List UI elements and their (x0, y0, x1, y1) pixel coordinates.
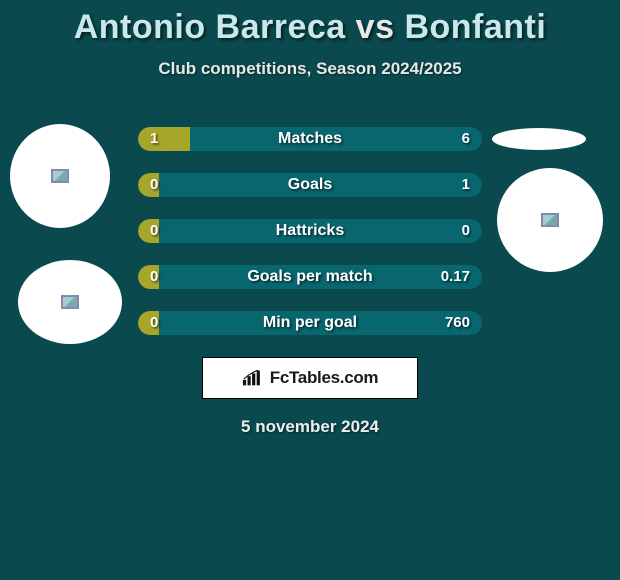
bar-left (138, 127, 190, 151)
bar-left (138, 173, 159, 197)
player1-name: Antonio Barreca (74, 8, 346, 46)
bar-right (159, 265, 482, 289)
player2-avatar (497, 168, 603, 272)
bar-right (159, 173, 482, 197)
stat-row: Min per goal0760 (138, 311, 482, 335)
bar-right (159, 311, 482, 335)
bar-left (138, 311, 159, 335)
stat-row: Hattricks00 (138, 219, 482, 243)
fctables-attribution: FcTables.com (202, 357, 418, 399)
stat-bars: Matches16 Goals01 Hattricks00 Goals per mat… (138, 127, 482, 335)
bar-left (138, 219, 159, 243)
bar-right (190, 127, 482, 151)
image-placeholder-icon (61, 295, 79, 309)
bar-left (138, 265, 159, 289)
image-placeholder-icon (541, 213, 559, 227)
subtitle: Club competitions, Season 2024/2025 (0, 59, 620, 79)
vs-separator: vs (356, 8, 395, 46)
player2-club-badge (492, 128, 586, 150)
page-title: Antonio Barreca vs Bonfanti (0, 8, 620, 47)
player1-avatar (10, 124, 110, 228)
date-label: 5 november 2024 (0, 417, 620, 437)
stat-row: Goals01 (138, 173, 482, 197)
player2-name: Bonfanti (404, 8, 546, 46)
stat-row: Matches16 (138, 127, 482, 151)
fctables-label: FcTables.com (270, 368, 379, 388)
bar-right (159, 219, 482, 243)
player1-club-avatar (18, 260, 122, 344)
comparison-card: Antonio Barreca vs Bonfanti Club competi… (0, 0, 620, 580)
stat-row: Goals per match00.17 (138, 265, 482, 289)
barchart-icon (242, 370, 264, 386)
image-placeholder-icon (51, 169, 69, 183)
